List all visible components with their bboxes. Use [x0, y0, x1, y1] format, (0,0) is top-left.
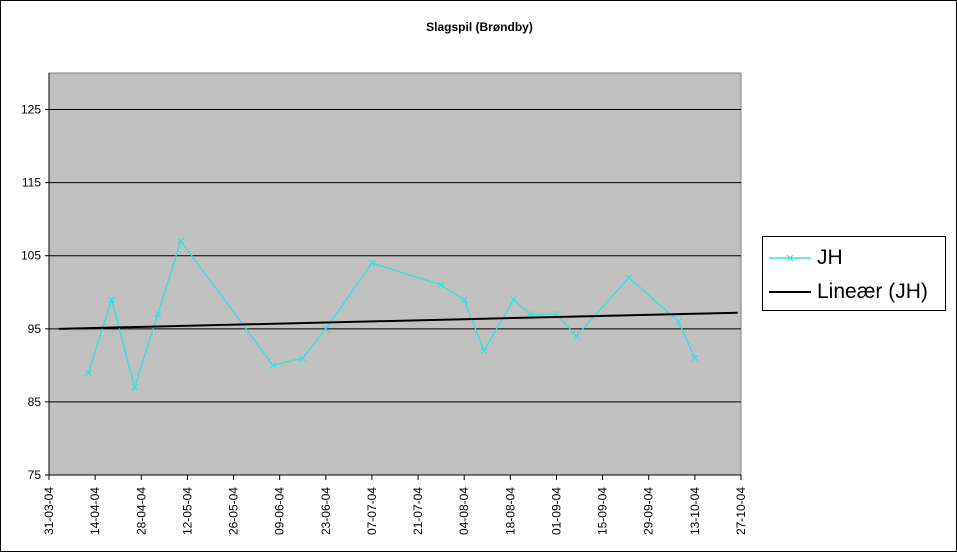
x-tick-label: 23-06-04 [319, 487, 333, 535]
y-tick-label: 125 [21, 103, 41, 117]
y-tick-label: 95 [28, 322, 42, 336]
chart-title: Slagspil (Brøndby) [426, 20, 533, 34]
data-point-jh [691, 354, 699, 362]
data-point-jh [177, 237, 185, 245]
data-point-jh [269, 361, 277, 369]
x-tick-label: 14-04-04 [88, 487, 102, 535]
x-tick-label: 15-09-04 [596, 487, 610, 535]
x-tick-label: 27-10-04 [734, 487, 748, 535]
x-tick-label: 07-07-04 [365, 487, 379, 535]
legend-label-jh: JH [817, 246, 843, 269]
x-tick-label: 29-09-04 [642, 487, 656, 535]
plot-area [48, 72, 742, 476]
data-point-jh [368, 259, 376, 267]
legend-item-jh: JH [769, 243, 843, 273]
data-point-jh [154, 310, 162, 318]
data-point-jh [299, 354, 307, 362]
x-tick-label: 04-08-04 [457, 487, 471, 535]
data-point-jh [625, 274, 633, 282]
x-tick-label: 12-05-04 [180, 487, 194, 535]
legend: JH Lineær (JH) [762, 236, 946, 311]
x-tick-label: 28-04-04 [134, 487, 148, 535]
trendline-jh [58, 311, 738, 330]
data-point-jh [480, 347, 488, 355]
data-point-jh [437, 281, 445, 289]
y-tick-label: 115 [22, 176, 41, 190]
data-point-jh [108, 296, 116, 304]
data-point-jh [131, 383, 139, 391]
x-tick-label: 01-09-04 [549, 487, 563, 535]
x-tick-label: 09-06-04 [273, 487, 287, 535]
y-tick-label: 75 [28, 468, 42, 482]
x-tick-label: 21-07-04 [411, 487, 425, 535]
data-point-jh [85, 369, 92, 377]
x-tick-label: 31-03-04 [42, 487, 56, 535]
legend-item-trend: Lineær (JH) [769, 277, 928, 307]
y-tick-label: 105 [21, 249, 41, 263]
x-tick-label: 13-10-04 [688, 487, 702, 535]
legend-label-trend: Lineær (JH) [817, 280, 928, 303]
data-point-jh [572, 332, 580, 340]
data-point-jh [526, 310, 534, 318]
legend-swatch-trend [769, 291, 811, 293]
data-point-jh [322, 325, 330, 333]
data-point-jh [510, 296, 518, 304]
x-tick-label: 18-08-04 [503, 487, 517, 535]
data-point-jh [460, 296, 468, 304]
data-point-jh [674, 318, 682, 325]
y-tick-label: 85 [28, 395, 42, 409]
legend-swatch-jh [769, 254, 811, 262]
x-tick-label: 26-05-04 [227, 487, 241, 535]
